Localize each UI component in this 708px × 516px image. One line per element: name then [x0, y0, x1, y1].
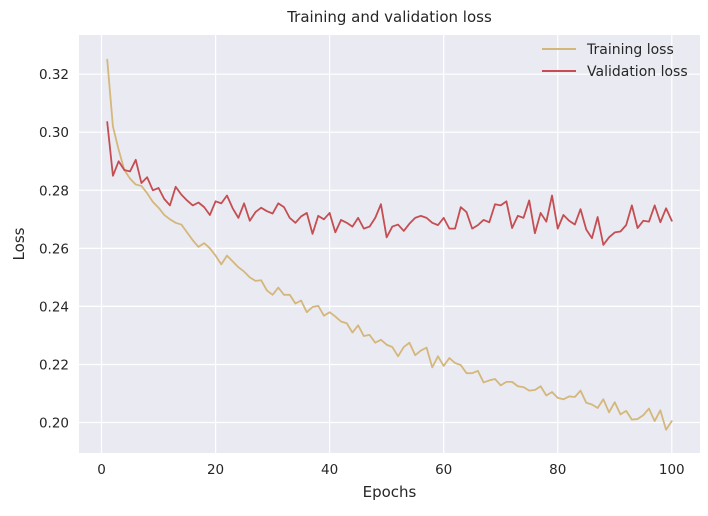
y-axis-ticks: 0.20 0.22 0.24 0.26 0.28 0.30 0.32: [39, 67, 69, 431]
y-tick-label: 0.26: [39, 241, 69, 257]
series-line-validation: [106, 121, 673, 246]
y-tick-label: 0.32: [39, 67, 69, 83]
y-tick-label: 0.30: [39, 125, 69, 141]
legend-label: Validation loss: [587, 64, 688, 80]
plot-area: [79, 35, 700, 453]
y-tick-label: 0.24: [39, 299, 69, 315]
chart-title: Training and validation loss: [286, 8, 492, 26]
x-tick-label: 100: [659, 462, 685, 478]
x-axis-ticks: 0 20 40 60 80 100: [97, 462, 684, 478]
x-axis-label: Epochs: [363, 483, 417, 501]
legend: Training loss Validation loss: [542, 42, 688, 80]
y-axis-label: Loss: [10, 227, 28, 260]
x-tick-label: 20: [207, 462, 224, 478]
series-line-training: [106, 58, 673, 431]
y-tick-label: 0.22: [39, 357, 69, 373]
x-tick-label: 80: [549, 462, 566, 478]
grid-lines: [79, 35, 700, 453]
x-tick-label: 40: [321, 462, 338, 478]
y-tick-label: 0.20: [39, 416, 69, 432]
series-lines: [106, 58, 673, 431]
x-tick-label: 60: [435, 462, 452, 478]
y-tick-label: 0.28: [39, 183, 69, 199]
x-tick-label: 0: [97, 462, 106, 478]
legend-label: Training loss: [586, 42, 674, 58]
